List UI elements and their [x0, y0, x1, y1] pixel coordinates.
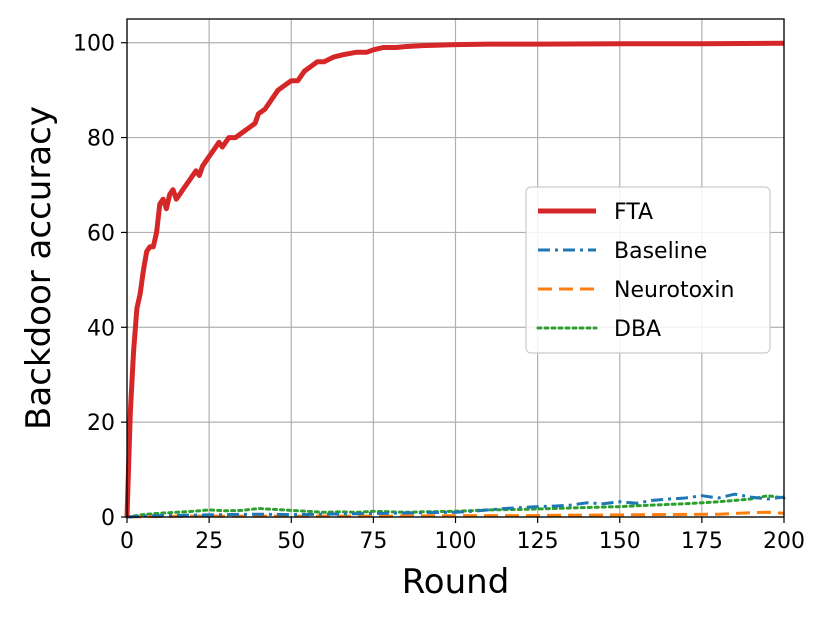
y-tick-label: 60 — [87, 221, 115, 246]
y-axis-label: Backdoor accuracy — [19, 106, 59, 430]
y-tick-label: 80 — [87, 127, 115, 152]
series-line-dba — [125, 494, 786, 519]
y-tick-label: 100 — [73, 32, 115, 57]
x-tick-label: 75 — [359, 529, 387, 554]
x-tick-label: 175 — [681, 529, 723, 554]
legend: FTA Baseline Neurotoxin DBA — [525, 186, 771, 354]
x-tick-label: 25 — [195, 529, 223, 554]
x-tick-label: 0 — [120, 529, 134, 554]
x-axis-label: Round — [402, 562, 510, 602]
series-layer — [124, 40, 786, 519]
x-tick-label: 125 — [517, 529, 559, 554]
x-tick-label: 50 — [277, 529, 305, 554]
y-tick-label: 0 — [101, 506, 115, 531]
x-tick-label: 100 — [435, 529, 477, 554]
y-tick-label: 20 — [87, 411, 115, 436]
legend-label-baseline: Baseline — [614, 239, 707, 264]
x-tick-label: 200 — [763, 529, 805, 554]
legend-label-fta: FTA — [614, 200, 653, 225]
legend-label-dba: DBA — [614, 317, 661, 342]
legend-box — [525, 186, 771, 354]
legend-label-neurotoxin: Neurotoxin — [614, 278, 734, 303]
series-line-baseline — [126, 492, 785, 519]
series-line-fta — [124, 40, 785, 518]
x-tick-label: 150 — [599, 529, 641, 554]
y-tick-label: 40 — [87, 316, 115, 341]
ticks: 0 25 50 75 100 125 150 175 200 0 20 40 60 80 100 — [73, 32, 805, 554]
